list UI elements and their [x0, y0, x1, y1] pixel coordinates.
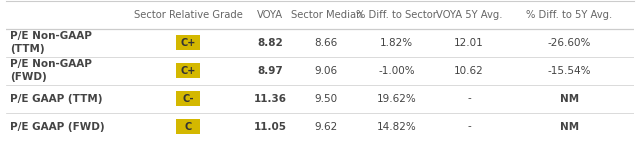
- Text: Sector Relative Grade: Sector Relative Grade: [134, 10, 243, 20]
- Text: 9.62: 9.62: [315, 122, 338, 132]
- Text: 9.06: 9.06: [315, 66, 338, 76]
- Text: 12.01: 12.01: [454, 38, 484, 48]
- Text: P/E GAAP (TTM): P/E GAAP (TTM): [10, 94, 102, 104]
- Text: C+: C+: [180, 38, 196, 48]
- Text: 8.97: 8.97: [257, 66, 283, 76]
- Text: 11.36: 11.36: [253, 94, 286, 104]
- Text: C-: C-: [182, 94, 194, 104]
- FancyBboxPatch shape: [177, 35, 200, 50]
- Text: C: C: [185, 122, 192, 132]
- FancyBboxPatch shape: [177, 119, 200, 134]
- Text: -26.60%: -26.60%: [548, 38, 591, 48]
- Text: 11.05: 11.05: [253, 122, 286, 132]
- Text: VOYA 5Y Avg.: VOYA 5Y Avg.: [436, 10, 502, 20]
- Text: 19.62%: 19.62%: [377, 94, 417, 104]
- Text: -15.54%: -15.54%: [548, 66, 591, 76]
- Text: P/E GAAP (FWD): P/E GAAP (FWD): [10, 122, 105, 132]
- FancyBboxPatch shape: [177, 91, 200, 106]
- Text: 14.82%: 14.82%: [377, 122, 417, 132]
- Text: 10.62: 10.62: [454, 66, 484, 76]
- Text: -1.00%: -1.00%: [378, 66, 415, 76]
- Text: Sector Median: Sector Median: [291, 10, 362, 20]
- Text: 8.66: 8.66: [315, 38, 338, 48]
- Text: % Diff. to 5Y Avg.: % Diff. to 5Y Avg.: [526, 10, 612, 20]
- Text: NM: NM: [560, 94, 579, 104]
- Text: P/E Non-GAAP
(FWD): P/E Non-GAAP (FWD): [10, 59, 92, 82]
- Text: 8.82: 8.82: [257, 38, 283, 48]
- Text: 1.82%: 1.82%: [380, 38, 413, 48]
- Text: 9.50: 9.50: [315, 94, 338, 104]
- Text: -: -: [467, 94, 471, 104]
- Text: -: -: [467, 122, 471, 132]
- Text: % Diff. to Sector: % Diff. to Sector: [356, 10, 437, 20]
- Text: C+: C+: [180, 66, 196, 76]
- Text: P/E Non-GAAP
(TTM): P/E Non-GAAP (TTM): [10, 31, 92, 54]
- FancyBboxPatch shape: [177, 63, 200, 78]
- Text: VOYA: VOYA: [257, 10, 283, 20]
- Text: NM: NM: [560, 122, 579, 132]
